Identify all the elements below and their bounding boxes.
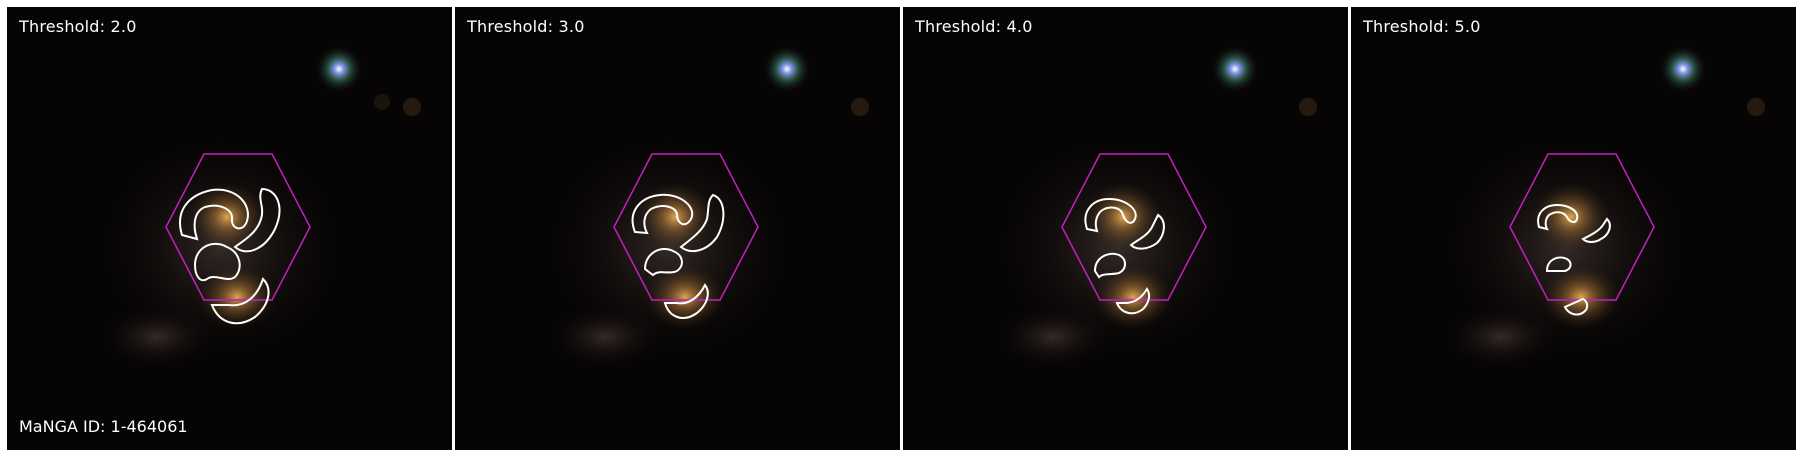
panel-title: Threshold: 5.0 <box>1363 17 1481 36</box>
contours <box>631 193 725 319</box>
contours <box>179 187 281 325</box>
contours <box>1084 197 1165 315</box>
panel-title: Threshold: 2.0 <box>19 17 137 36</box>
galaxy-image <box>7 7 452 450</box>
manga-id-label: MaNGA ID: 1-464061 <box>19 417 188 436</box>
image-panel-threshold-3: Threshold: 3.0 <box>455 7 900 450</box>
star-point <box>763 45 811 93</box>
panel-title: Threshold: 3.0 <box>467 17 585 36</box>
hexagon-outline <box>165 153 311 301</box>
star-point <box>1659 45 1707 93</box>
star-point <box>1211 45 1259 93</box>
panel-title: Threshold: 4.0 <box>915 17 1033 36</box>
hexagon-outline <box>1509 153 1655 301</box>
galaxy-image <box>455 7 900 450</box>
contours <box>1537 203 1611 316</box>
image-panel-threshold-2: Threshold: 2.0 MaNGA ID: 1-464061 <box>7 7 452 450</box>
galaxy-image <box>903 7 1348 450</box>
star-point <box>315 45 363 93</box>
image-panel-threshold-5: Threshold: 5.0 <box>1351 7 1796 450</box>
hexagon-outline <box>613 153 759 301</box>
hexagon-outline <box>1061 153 1207 301</box>
galaxy-image <box>1351 7 1796 450</box>
image-panel-threshold-4: Threshold: 4.0 <box>903 7 1348 450</box>
